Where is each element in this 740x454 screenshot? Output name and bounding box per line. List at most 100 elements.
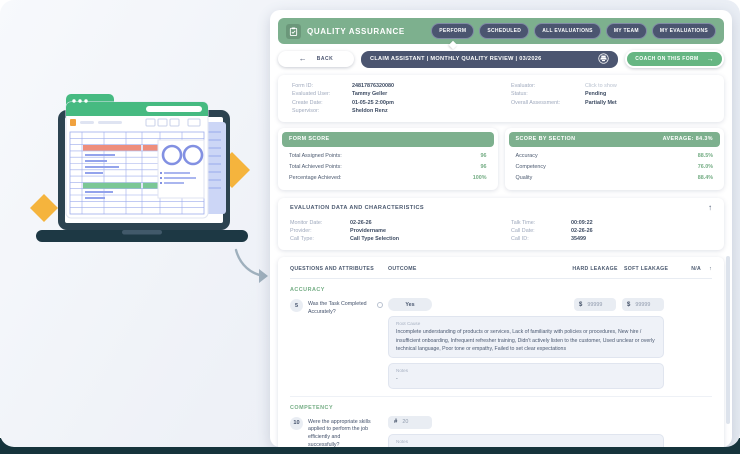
call-id-row: Call ID: 35499 [511,236,712,242]
hard-leakage-value: 99999 [587,301,603,308]
tab-my-evaluations[interactable]: MY EVALUATIONS [651,23,716,39]
tab-perform[interactable]: PERFORM [431,23,475,39]
section-competency: COMPETENCY 10 Were the appropriate skill… [290,395,712,448]
field-label: Create Date: [292,99,323,106]
field-value: 00:09:22 [571,219,593,226]
yellow-diamond-left [30,194,58,222]
monitor-date-row: Monitor Date: 02-26-26 [290,220,501,226]
section-value: 88.5% [697,152,713,159]
notes-box[interactable]: Notes Keep going Tammy! [388,433,664,448]
field-value: 02-26-26 [571,227,593,234]
provider-row: Provider: Providername [290,228,501,234]
outcome-number-input[interactable]: #20 [388,415,432,429]
field-label: Form ID: [292,83,313,90]
score-row-item: Total Achieved Points: 96 [286,161,490,172]
score-value: 96 [480,163,487,170]
form-title-bar: CLAIM ASSISTANT | MONTHLY QUALITY REVIEW… [361,50,619,68]
points-badge: 10 [290,416,303,430]
coach-on-this-form-button[interactable]: COACH ON THIS FORM → [627,52,722,66]
field-value: Call Type Selection [350,236,400,243]
field-label: Overall Assessment: [510,99,561,106]
field-value: 01-05-25 2:00pm [352,99,394,106]
field-value: Providername [350,227,386,234]
laptop-base [36,230,248,242]
field-value: Partially Met [584,99,617,106]
field-label: Monitor Date: [290,219,323,226]
section-name: COMPETENCY [290,404,334,411]
evaluated-user-row: Evaluated User: Tammy Geller [292,91,501,97]
outcome-value: 20 [402,419,409,425]
question-text: Were the appropriate skills applied to p… [308,418,371,448]
evaluation-data-card: EVALUATION DATA AND CHARACTERISTICS ↑ Mo… [278,197,724,251]
score-cards-row: FORM SCORE Total Assigned Points: 96 Tota… [278,127,724,190]
outcome-column-header: OUTCOME [388,266,417,273]
section-value: 88.4% [697,174,713,181]
tab-my-team[interactable]: MY TEAM [605,23,647,39]
notes-text: Keep going Tammy! [396,446,656,448]
score-row-item: Total Assigned Points: 96 [286,150,490,161]
overall-assessment-row: Overall Assessment: Partially Met [511,100,710,106]
notes-box[interactable]: Notes - [388,363,664,389]
notes-text: - [396,376,398,383]
leakage-inputs: $99999 $99999 [574,298,664,312]
field-value: Sheldon Renz [352,107,388,114]
score-label: Percentage Achieved: [289,174,342,181]
printer-icon[interactable] [598,52,609,66]
create-date-row: Create Date: 01-05-25 2:00pm [292,100,501,106]
tab-scheduled[interactable]: SCHEDULED [479,23,530,39]
back-arrow-icon: ← [298,54,307,63]
collapse-up-icon[interactable]: ↑ [708,202,712,212]
section-value: 76.0% [697,163,713,170]
form-score-title: FORM SCORE [289,136,330,143]
field-value: 02-26-26 [350,219,372,226]
dollar-sign: $ [579,301,583,308]
field-label: Evaluated User: [292,91,331,98]
scrollbar-thumb[interactable] [726,256,730,424]
spreadsheet-grid [69,131,205,215]
root-cause-label: Root Cause [396,321,421,327]
mini-chart-panel [157,139,205,199]
field-label: Provider: [290,227,312,234]
tab-all-evaluations[interactable]: ALL EVALUATIONS [534,23,601,39]
question-main: #20 Notes Keep going Tammy! [388,415,664,448]
question-left: 5 Was the Task Completed Accurately? [290,298,388,388]
form-score-header: FORM SCORE [282,131,494,147]
field-value: Tammy Geller [352,91,388,98]
collapse-up-icon[interactable]: ↑ [709,265,712,272]
section-score-item: Accuracy 88.5% [513,150,717,161]
section-score-item: Competency 76.0% [513,161,717,172]
form-toolbar: ← BACK CLAIM ASSISTANT | MONTHLY QUALITY… [278,50,724,68]
talk-time-row: Talk Time: 00:09:22 [511,220,712,226]
tab-bar: PERFORM SCHEDULED ALL EVALUATIONS MY TEA… [431,23,716,39]
dollar-sign: $ [627,301,631,308]
score-label: Total Achieved Points: [289,163,342,170]
score-by-section-title: SCORE BY SECTION [515,136,576,143]
score-value: 96 [480,152,487,159]
back-button[interactable]: ← BACK [278,51,354,67]
click-to-show-link[interactable]: Click to show [584,83,617,90]
hard-leakage-input[interactable]: $99999 [574,298,616,312]
root-cause-box[interactable]: Root Cause Incomplete understanding of p… [388,316,664,359]
outcome-row: Yes $99999 $99999 [388,298,664,312]
outcome-select[interactable]: Yes [388,298,432,312]
score-value: 100% [472,174,487,181]
score-by-section-header: SCORE BY SECTION AVERAGE: 84.3% [508,131,720,147]
score-row-item: Percentage Achieved: 100% [286,172,490,183]
field-label: Evaluator: [510,83,536,90]
field-label: Talk Time: [511,219,536,226]
info-circle-icon[interactable] [377,302,383,309]
soft-leakage-value: 99999 [635,301,651,308]
clipboard-check-icon [286,23,301,39]
app-title: QUALITY ASSURANCE [307,26,405,36]
questions-header-row: QUESTIONS AND ATTRIBUTES OUTCOME HARD LE… [290,262,712,280]
score-by-section-card: SCORE BY SECTION AVERAGE: 84.3% Accuracy… [504,127,724,190]
question-text: Was the Task Completed Accurately? [308,301,367,315]
question-left: 10 Were the appropriate skills applied t… [290,416,388,448]
form-score-card: FORM SCORE Total Assigned Points: 96 Tota… [278,127,498,190]
soft-leakage-input[interactable]: $99999 [622,298,664,312]
form-score-body: Total Assigned Points: 96 Total Achieved … [282,147,494,186]
section-label: Competency [515,163,546,170]
form-title: CLAIM ASSISTANT | MONTHLY QUALITY REVIEW… [370,56,542,62]
section-label: Quality [515,174,533,181]
